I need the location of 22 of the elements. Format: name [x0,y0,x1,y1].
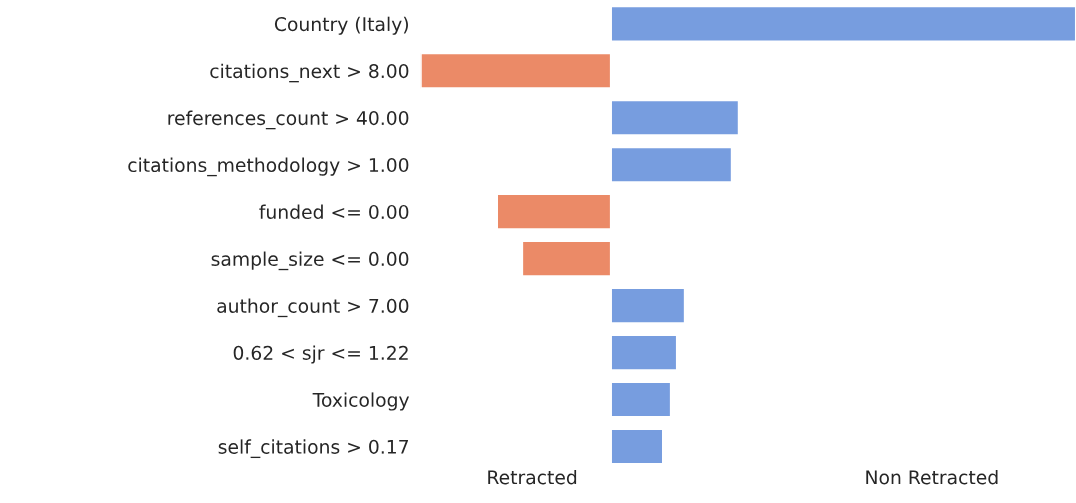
bar [609,99,740,137]
bar [609,5,1076,43]
bar [609,333,679,372]
bar [609,427,665,466]
y-tick-label: Toxicology [312,392,410,411]
y-tick-label: sample_size <= 0.00 [211,251,409,271]
y-tick-label: funded <= 0.00 [259,204,409,220]
bar [420,52,612,90]
y-tick-label: citations_methodology > 1.00 [128,157,409,177]
y-tick-label: citations_next > 8.00 [210,63,409,83]
bar [609,380,672,419]
y-tick-label: Country (Italy) [274,16,408,35]
y-tick-label: references_count > 40.00 [168,110,409,130]
annotation: Non Retracted [866,469,998,485]
bar [609,146,733,184]
annotation: Retracted [488,469,577,485]
bar [521,239,612,278]
bar [495,193,612,231]
y-tick-label: author_count > 7.00 [217,298,409,318]
bar [609,286,686,325]
y-tick-label: 0.62 < sjr <= 1.22 [233,345,408,364]
y-tick-label: self_citations > 0.17 [218,439,409,459]
